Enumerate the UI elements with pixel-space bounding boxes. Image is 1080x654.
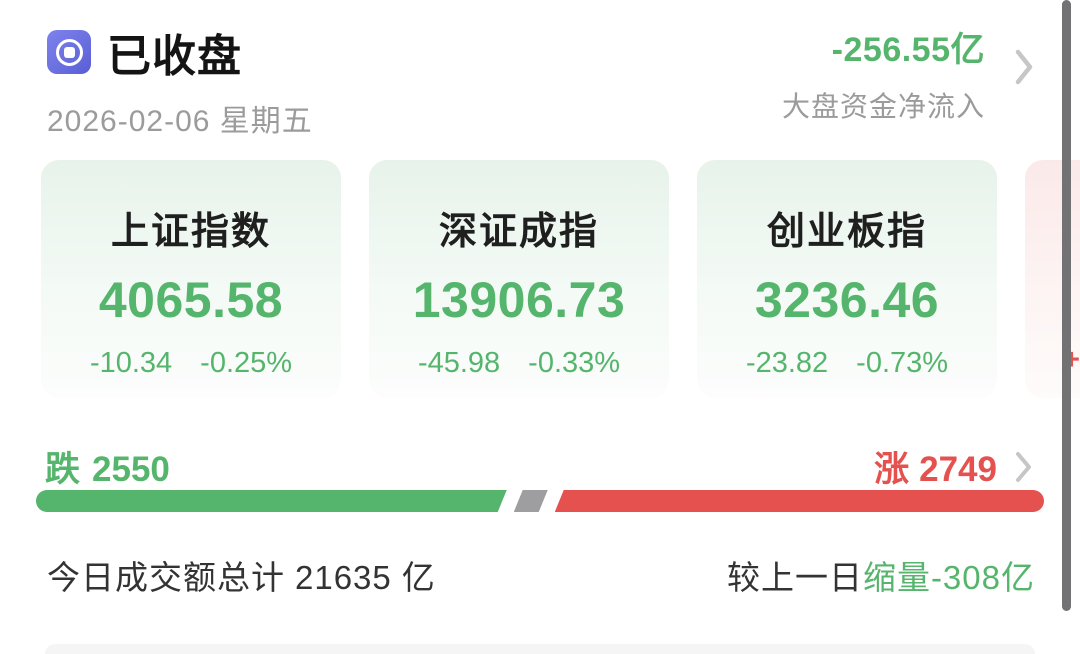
decliners-label: 跌 2550 <box>45 441 170 492</box>
net-flow-value: -256.55亿 <box>831 31 985 69</box>
index-value: 3236.46 <box>754 272 940 328</box>
compare-value: 缩量-308亿 <box>862 559 1035 596</box>
index-name: 创业板指 <box>766 211 927 253</box>
index-change-pct: -0.25% <box>200 347 293 379</box>
turnover-value: 21635 <box>295 559 392 596</box>
down-count: 2550 <box>92 450 170 489</box>
index-change-pct: -0.73% <box>856 347 949 379</box>
index-change: -45.98 <box>417 347 501 379</box>
down-word: 跌 <box>45 450 81 489</box>
index-name: 上证指数 <box>110 211 271 253</box>
net-flow-chevron-icon[interactable] <box>1014 47 1034 87</box>
trade-date: 2026-02-06 星期五 <box>47 105 313 138</box>
turnover-row: 今日成交额总计 21635 亿 较上一日 缩量-308亿 <box>47 551 1035 599</box>
index-change-row: -45.98 -0.33% <box>418 347 620 380</box>
market-status-title: 已收盘 <box>107 32 242 81</box>
breadth-bar-up-segment <box>555 490 1044 512</box>
next-card-top-edge <box>45 644 1035 654</box>
index-card-shanghai[interactable]: 上证指数 4065.58 -10.34 -0.25% <box>41 160 341 398</box>
index-change-pct: -0.33% <box>528 347 621 379</box>
up-word: 涨 <box>874 450 910 489</box>
up-count: 2749 <box>919 450 997 489</box>
coin-ring-icon <box>55 38 83 66</box>
index-card-shenzhen[interactable]: 深证成指 13906.73 -45.98 -0.33% <box>369 160 669 398</box>
advancers-label: 涨 2749 <box>874 441 997 492</box>
breadth-bar-flat-segment <box>514 490 548 512</box>
net-flow-label: 大盘资金净流入 <box>781 91 985 122</box>
index-value: 13906.73 <box>412 272 626 328</box>
breadth-bar <box>36 490 1044 512</box>
market-status-row: 已收盘 <box>47 20 313 84</box>
index-card-partial[interactable]: + <box>1025 160 1080 398</box>
net-flow-block[interactable]: -256.55亿 大盘资金净流入 <box>782 22 985 125</box>
scrollbar[interactable] <box>1062 0 1071 611</box>
compare-label: 较上一日 <box>726 559 863 596</box>
index-change-row: -10.34 -0.25% <box>90 347 292 380</box>
turnover-unit: 亿 <box>401 559 436 596</box>
turnover-compare: 较上一日 缩量-308亿 <box>727 551 1035 599</box>
breadth-bar-down-segment <box>36 490 507 512</box>
breadth-row[interactable]: 跌 2550 涨 2749 <box>45 441 1032 492</box>
index-name: 深证成指 <box>438 211 599 253</box>
header-left: 已收盘 2026-02-06 星期五 <box>47 20 313 140</box>
market-status-icon <box>47 30 91 74</box>
index-change: -23.82 <box>745 347 829 379</box>
index-change-row: -23.82 -0.73% <box>746 347 948 380</box>
turnover-label: 今日成交额总计 <box>47 559 285 596</box>
turnover-total: 今日成交额总计 21635 亿 <box>47 551 436 599</box>
index-value: 4065.58 <box>98 272 284 328</box>
breadth-chevron-icon[interactable] <box>1015 450 1032 484</box>
index-card-chinext[interactable]: 创业板指 3236.46 -23.82 -0.73% <box>697 160 997 398</box>
advancers-block: 涨 2749 <box>874 441 1032 492</box>
index-change: -10.34 <box>89 347 173 379</box>
coin-dot-icon <box>63 46 75 58</box>
index-cards-row: 上证指数 4065.58 -10.34 -0.25% 深证成指 13906.73… <box>41 160 1080 398</box>
